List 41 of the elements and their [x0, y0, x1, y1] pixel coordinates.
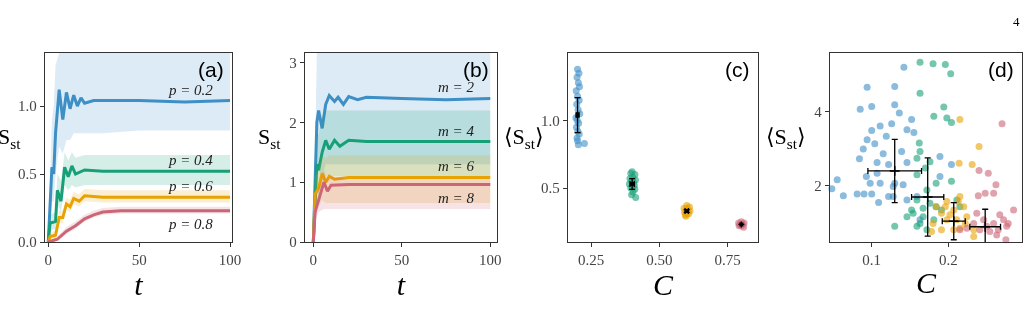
y-tick-label: 2: [814, 178, 822, 195]
x-tick-label: 0: [309, 252, 318, 269]
x-tick-label: 0.50: [646, 252, 673, 269]
x-tick-label: 50: [131, 252, 147, 269]
x-tick-label: 0: [44, 252, 53, 269]
x-tick-label: 0.1: [862, 252, 882, 269]
series-label: p = 0.6: [168, 178, 214, 194]
annotation: (b): [463, 58, 489, 81]
x-axis-title: C: [915, 265, 937, 299]
series-label: p = 0.2: [168, 82, 214, 98]
y-tick-label: 1.0: [18, 98, 37, 115]
y-tick-label: 1: [289, 174, 297, 191]
y-tick-label: 0.0: [18, 234, 37, 251]
x-axis-title: t: [134, 268, 144, 302]
x-tick-label: 0.25: [578, 252, 605, 269]
series-label: p = 0.4: [168, 152, 214, 168]
x-axis-title: t: [396, 268, 406, 302]
y-tick-label: 0: [289, 234, 297, 251]
y-axis-title: ⟨S$_{st}$⟩: [504, 124, 544, 152]
y-tick-label: 1.0: [541, 112, 560, 129]
series-label: p = 0.8: [168, 216, 214, 232]
x-tick-label: 100: [218, 252, 242, 269]
annotation: (c): [725, 58, 750, 81]
y-axis-title: S$_{st}$: [258, 124, 282, 152]
x-tick-label: 0.75: [714, 252, 741, 269]
y-axis-title: S$_{st}$: [0, 124, 22, 152]
y-tick-label: 2: [289, 114, 297, 131]
text: 4: [1013, 14, 1020, 29]
y-tick-label: 0.5: [541, 180, 560, 197]
y-tick-label: 0.5: [18, 166, 37, 183]
x-axis-title: C: [652, 268, 674, 302]
y-axis-title: ⟨S$_{st}$⟩: [766, 124, 806, 152]
series-label: m = 4: [438, 123, 475, 139]
y-tick-label: 3: [289, 54, 297, 71]
series-label: m = 8: [438, 190, 475, 206]
x-tick-label: 50: [394, 252, 410, 269]
x-tick-label: 0.2: [939, 252, 958, 269]
annotation: (a): [198, 58, 224, 81]
series-label: m = 6: [438, 158, 475, 174]
annotation: (d): [988, 58, 1014, 81]
x-tick-label: 100: [479, 252, 502, 269]
